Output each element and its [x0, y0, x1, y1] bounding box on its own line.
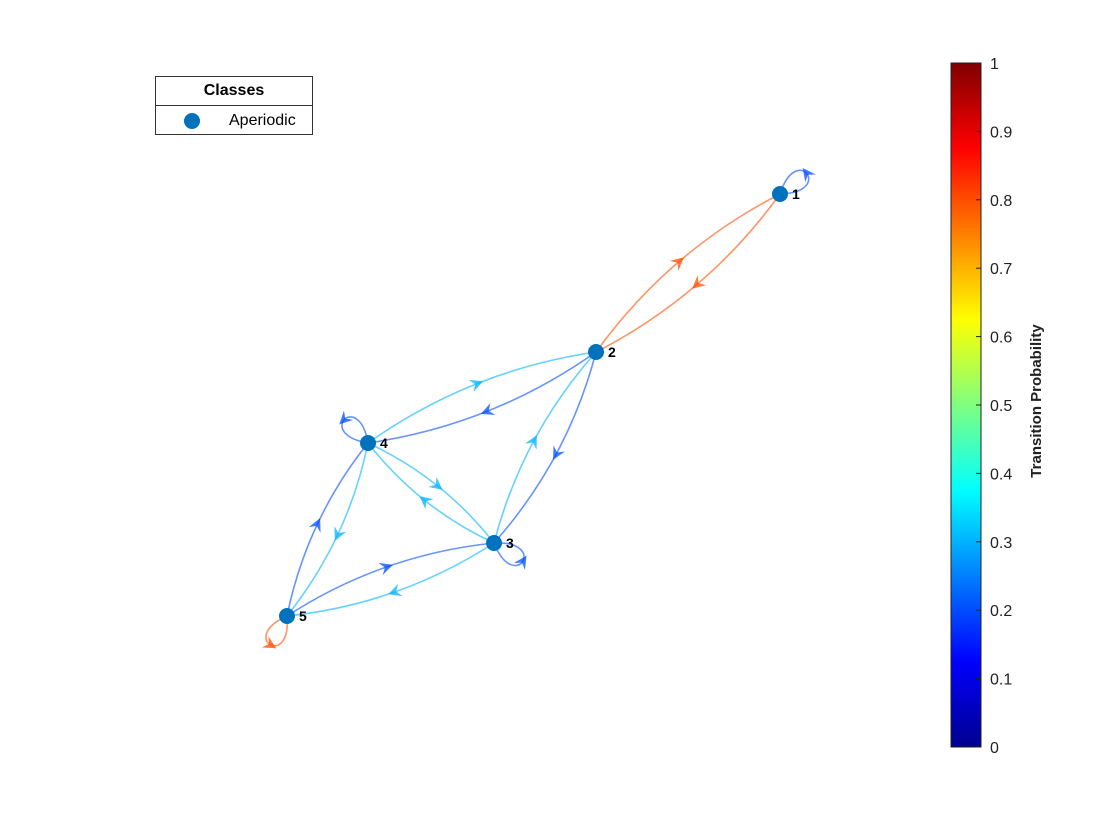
edge-arrow-icon — [553, 445, 565, 460]
node-2: 2 — [588, 344, 616, 360]
node-label: 5 — [299, 608, 307, 624]
edge-line — [286, 442, 369, 617]
colorbar-tick-label: 0.7 — [990, 261, 1012, 278]
node-1: 1 — [772, 186, 800, 202]
edge-arrow-icon — [669, 257, 684, 271]
edge-2-to-1 — [595, 193, 781, 353]
colorbar-label: Transition Probability — [1028, 324, 1045, 478]
edge-arrow-icon — [525, 435, 537, 450]
colorbar-tick-label: 0.3 — [990, 535, 1012, 552]
colorbar-tick-label: 0.8 — [990, 193, 1012, 210]
colorbar-tick-label: 0 — [990, 740, 999, 757]
edge-3-to-5 — [286, 542, 495, 617]
node-marker — [588, 344, 604, 360]
edge-arrow-icon — [261, 636, 277, 649]
edge-arrow-icon — [419, 496, 434, 510]
edge-5-to-4 — [286, 442, 369, 617]
edge-arrow-icon — [334, 526, 347, 541]
colorbar-ticks: 0 0.1 0.2 0.3 0.4 0.5 0.6 0.7 0.8 0.9 1 — [976, 56, 1012, 757]
edge-arrow-icon — [378, 562, 393, 576]
edge-4-to-5 — [286, 442, 369, 617]
edge-2-to-4 — [367, 351, 597, 444]
edge-arrow-icon — [480, 402, 496, 416]
nodes-layer: 1 2 3 4 5 — [279, 186, 800, 624]
legend-title: Classes — [156, 77, 312, 106]
node-label: 4 — [380, 435, 388, 451]
edge-3-to-2 — [493, 351, 597, 544]
edge-line — [286, 542, 495, 617]
edge-3-to-4 — [367, 442, 495, 544]
colorbar-tick-label: 0.9 — [990, 124, 1012, 141]
edge-line — [595, 193, 781, 353]
edge-arrow-icon — [308, 518, 321, 533]
edge-arrow-icon — [428, 476, 443, 490]
node-marker — [486, 535, 502, 551]
edge-4-to-4 — [339, 410, 369, 444]
node-marker — [772, 186, 788, 202]
edges-layer — [261, 168, 816, 649]
node-4: 4 — [360, 435, 388, 451]
colorbar: 0 0.1 0.2 0.3 0.4 0.5 0.6 0.7 0.8 0.9 1 Transition… — [950, 56, 1045, 757]
node-label: 2 — [608, 344, 616, 360]
edge-4-to-3 — [367, 442, 495, 544]
edge-arrow-icon — [514, 555, 527, 571]
node-marker — [360, 435, 376, 451]
edge-line — [367, 442, 495, 544]
node-label: 1 — [792, 186, 800, 202]
edge-line — [493, 351, 597, 544]
edge-5-to-3 — [286, 542, 495, 617]
node-3: 3 — [486, 535, 514, 551]
node-5: 5 — [279, 608, 307, 624]
edge-1-to-1 — [779, 168, 816, 195]
node-label: 3 — [506, 535, 514, 551]
edge-arrow-icon — [802, 168, 816, 183]
edge-line — [493, 351, 597, 544]
edge-5-to-5 — [261, 615, 288, 649]
edge-line — [367, 351, 597, 444]
colorbar-tick-label: 1 — [990, 56, 999, 73]
colorbar-tick-label: 0.6 — [990, 330, 1012, 347]
edge-arrow-icon — [388, 583, 403, 597]
colorbar-tick-label: 0.1 — [990, 672, 1012, 689]
edge-1-to-2 — [595, 193, 781, 353]
legend-label: Aperiodic — [229, 112, 296, 129]
edge-line — [286, 442, 369, 617]
edge-line — [367, 442, 495, 544]
colorbar-tick-label: 0.5 — [990, 398, 1012, 415]
edge-arrow-icon — [339, 410, 354, 425]
edge-3-to-3 — [493, 542, 527, 571]
legend-entry-aperiodic: Aperiodic — [156, 106, 312, 135]
edge-2-to-3 — [493, 351, 597, 544]
edge-4-to-2 — [367, 351, 597, 444]
legend: Classes Aperiodic — [155, 76, 313, 135]
edge-line — [595, 193, 781, 353]
legend-marker-icon — [184, 113, 200, 129]
edge-arrow-icon — [692, 275, 707, 289]
edge-line — [286, 542, 495, 617]
edge-arrow-icon — [468, 379, 484, 393]
colorbar-tick-label: 0.2 — [990, 603, 1012, 620]
colorbar-tick-label: 0.4 — [990, 466, 1012, 483]
node-marker — [279, 608, 295, 624]
edge-line — [367, 351, 597, 444]
